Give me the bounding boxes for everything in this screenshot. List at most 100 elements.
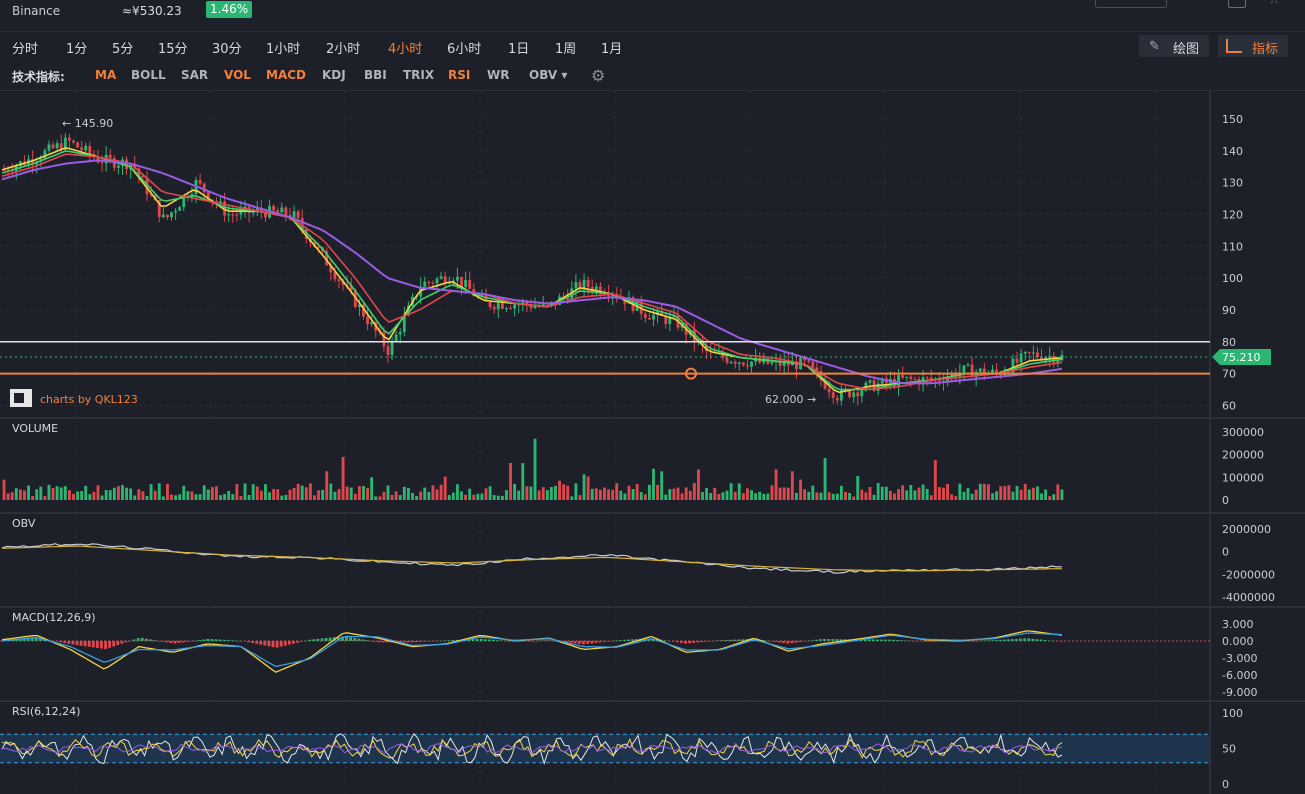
- candle-body: [464, 280, 468, 287]
- macd-histogram-bar: [586, 640, 589, 644]
- volume-bar: [308, 483, 312, 500]
- volume-bar: [484, 488, 488, 500]
- candle-body: [643, 313, 647, 319]
- timeframe-item[interactable]: 1日: [508, 42, 530, 57]
- volume-bar: [235, 484, 239, 500]
- price-tick-label: 120: [1222, 208, 1243, 221]
- volume-bar: [970, 493, 974, 500]
- indicator-toggle[interactable]: TRIX: [403, 68, 435, 82]
- candle-body: [852, 392, 856, 398]
- volume-bar: [1056, 484, 1060, 500]
- candle-body: [337, 279, 341, 281]
- macd-histogram-bar: [504, 640, 508, 642]
- candle-body: [733, 362, 737, 364]
- draw-button[interactable]: ✎ 绘图: [1139, 35, 1209, 57]
- candle-body: [750, 361, 753, 367]
- volume-bar: [876, 483, 880, 500]
- timeframe-item[interactable]: 1周: [555, 42, 577, 57]
- timeframe-item[interactable]: 4小时: [388, 42, 423, 57]
- indicator-toggle[interactable]: OBV ▾: [529, 68, 568, 82]
- macd-histogram-bar: [916, 640, 920, 642]
- timeframe-item[interactable]: 2小时: [326, 42, 361, 57]
- macd-histogram-bar: [524, 640, 528, 642]
- candle-body: [835, 397, 839, 401]
- volume-bar: [411, 492, 414, 500]
- timeframe-item[interactable]: 6小时: [447, 42, 482, 57]
- macd-histogram-bar: [541, 640, 545, 642]
- candle-body: [362, 304, 365, 317]
- indicator-toggle[interactable]: KDJ: [322, 68, 346, 82]
- candle-body: [456, 276, 459, 281]
- indicator-toggle[interactable]: BOLL: [131, 68, 166, 82]
- volume-bar: [647, 484, 651, 500]
- indicator-toggle[interactable]: SAR: [181, 68, 209, 82]
- candle-body: [586, 279, 590, 287]
- window-icon[interactable]: [1228, 0, 1246, 8]
- indicator-toggle[interactable]: BBI: [364, 68, 387, 82]
- indicator-lines: [1, 146, 1063, 766]
- macd-histogram-bar: [814, 639, 818, 641]
- timeframe-item[interactable]: 分时: [12, 42, 39, 57]
- annotations: 75.210 ← 145.90 62.000 → charts by QKL123: [0, 117, 1271, 407]
- high-price-label: ← 145.90: [62, 117, 113, 130]
- volume-bar: [672, 488, 676, 500]
- volume-bar: [292, 487, 296, 500]
- star-icon[interactable]: ☆: [1268, 0, 1281, 8]
- timeframe-item[interactable]: 1小时: [266, 42, 301, 57]
- indicator-toggle[interactable]: MACD: [266, 68, 306, 82]
- macd-histogram-bar: [978, 640, 982, 642]
- candle-body: [578, 282, 582, 289]
- candle-body: [1036, 352, 1039, 358]
- volume-bar: [950, 494, 954, 500]
- indicator-toggle[interactable]: WR: [487, 68, 510, 82]
- timeframe-bar: 分时 1分 5分 15分 30分 1小时 2小时 4小时 6小时 1日 1周 1…: [0, 31, 1305, 62]
- macd-histogram-bar: [545, 640, 549, 641]
- indicator-toggle[interactable]: RSI: [448, 68, 471, 82]
- indicator-button[interactable]: 指标: [1218, 35, 1288, 57]
- volume-bar: [84, 485, 88, 500]
- timeframe-item[interactable]: 5分: [112, 42, 134, 57]
- volume-bar: [660, 471, 664, 500]
- rsi-tick-label: 100: [1222, 707, 1243, 720]
- candle-body: [63, 137, 67, 150]
- volume-bar: [1040, 493, 1043, 500]
- top-control[interactable]: [1095, 0, 1167, 8]
- macd-histogram-bar: [806, 640, 810, 642]
- macd-histogram-bar: [112, 640, 116, 647]
- candle-body: [292, 211, 296, 218]
- macd-histogram-bar: [904, 640, 908, 641]
- obv-line: [1, 543, 1063, 574]
- indicator-toggle[interactable]: VOL: [224, 68, 251, 82]
- timeframe-item[interactable]: 1月: [601, 42, 623, 57]
- indicator-toggle[interactable]: MA: [95, 68, 117, 82]
- timeframe-item[interactable]: 30分: [212, 42, 242, 57]
- last-price-label: 75.210: [1222, 351, 1261, 364]
- macd-histogram-bar: [26, 638, 30, 641]
- volume-bar: [566, 485, 570, 500]
- gear-icon[interactable]: ⚙: [591, 66, 606, 85]
- volume-bar: [717, 493, 721, 500]
- macd-histogram-bar: [798, 640, 802, 643]
- macd-histogram-bar: [136, 638, 140, 641]
- volume-bar: [67, 490, 71, 500]
- top-bar: Binance ≈¥530.23 1.46% ☆: [0, 0, 1305, 28]
- timeframe-item[interactable]: 1分: [66, 42, 88, 57]
- macd-histogram-bar: [439, 640, 442, 642]
- candle-body: [705, 345, 709, 352]
- macd-histogram-bar: [104, 640, 107, 650]
- volume-bar: [554, 485, 557, 500]
- timeframe-item[interactable]: 15分: [158, 42, 188, 57]
- macd-histogram-bar: [91, 640, 95, 648]
- macd-histogram-bar: [471, 639, 475, 641]
- macd-histogram-bar: [357, 638, 361, 641]
- candle-body: [427, 281, 431, 283]
- volume-bar: [549, 487, 553, 500]
- chart-area[interactable]: 150 140 130 120 110 100 90 80 70 60 300000 200000 10…: [0, 91, 1305, 794]
- macd-histogram-bar: [63, 640, 67, 644]
- volume-bar: [190, 491, 194, 500]
- volume-bar: [623, 493, 627, 500]
- macd-histogram-bar: [230, 640, 234, 641]
- macd-histogram-bar: [144, 638, 148, 641]
- macd-histogram-bar: [724, 639, 728, 641]
- macd-histogram-bar: [165, 640, 169, 643]
